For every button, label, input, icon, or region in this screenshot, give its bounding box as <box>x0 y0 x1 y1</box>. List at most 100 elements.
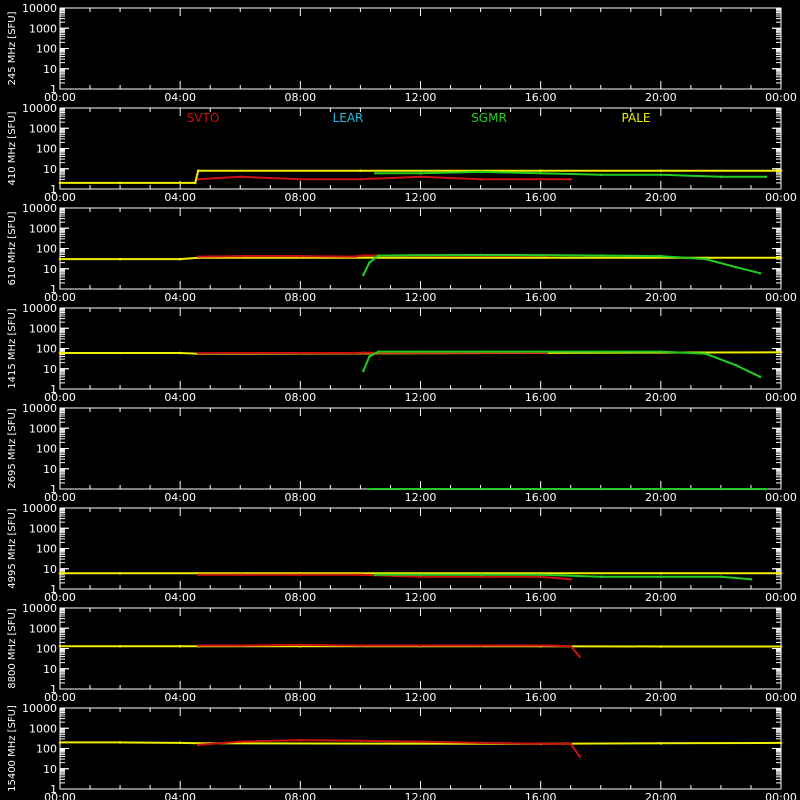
x-tick-label: 20:00 <box>645 391 677 404</box>
y-axis-label: 8800 MHz [SFU] <box>7 608 18 689</box>
data-point <box>368 487 371 491</box>
y-tick-label: 1000 <box>29 22 57 35</box>
y-tick-label: 10000 <box>22 502 57 515</box>
data-point <box>238 573 242 577</box>
data-point <box>362 369 365 373</box>
x-tick-label: 00:00 <box>44 691 76 704</box>
y-tick-label: 1 <box>50 783 57 796</box>
legend-svto: SVTO <box>187 111 220 125</box>
data-point <box>196 351 200 355</box>
data-point <box>353 255 356 258</box>
data-point <box>599 254 603 257</box>
data-point <box>238 254 242 258</box>
panel-frame <box>59 707 782 790</box>
y-tick-label: 1000 <box>29 322 57 335</box>
data-point <box>599 487 603 491</box>
data-point <box>58 257 62 261</box>
legend-lear: LEAR <box>333 111 364 125</box>
x-tick-label: 12:00 <box>405 391 437 404</box>
x-tick-label: 08:00 <box>284 591 316 604</box>
y-tick-label: 100 <box>36 543 57 556</box>
data-point <box>599 575 603 579</box>
data-point <box>539 253 542 257</box>
y-tick-label: 10000 <box>22 602 57 615</box>
x-tick-label: 08:00 <box>284 691 316 704</box>
y-tick-label: 1000 <box>29 222 57 235</box>
x-tick-label: 00:00 <box>765 791 797 800</box>
panel-frame <box>59 307 782 390</box>
y-tick-label: 100 <box>36 443 57 456</box>
y-axis-label: 245 MHz [SFU] <box>7 11 18 85</box>
data-point <box>374 171 377 175</box>
x-tick-label: 04:00 <box>164 691 196 704</box>
x-tick-label: 00:00 <box>765 91 797 104</box>
panel-7: 10000 1000 100 10 1 8800 MHz [SFU] 00:00 04:00 0… <box>7 602 797 704</box>
y-tick-label: 10 <box>43 463 57 476</box>
x-tick-label: 08:00 <box>284 91 316 104</box>
data-point <box>569 742 573 746</box>
x-tick-label: 00:00 <box>765 291 797 304</box>
y-tick-label: 10000 <box>22 2 57 15</box>
x-tick-label: 08:00 <box>284 391 316 404</box>
x-tick-label: 00:00 <box>44 791 76 800</box>
data-point <box>193 181 197 185</box>
data-point <box>419 350 422 353</box>
y-tick-label: 100 <box>36 143 57 156</box>
data-point <box>749 578 753 581</box>
data-point <box>569 578 573 581</box>
x-tick-label: 20:00 <box>645 791 677 800</box>
x-tick-label: 04:00 <box>164 791 196 800</box>
data-point <box>238 644 242 647</box>
data-point <box>419 740 422 743</box>
x-tick-label: 04:00 <box>164 291 196 304</box>
data-point <box>719 175 723 179</box>
x-tick-label: 16:00 <box>525 191 557 204</box>
x-tick-label: 16:00 <box>525 791 557 800</box>
data-point <box>359 573 362 577</box>
x-tick-label: 04:00 <box>164 491 196 504</box>
series-sgmr <box>362 350 761 378</box>
data-point <box>758 271 762 275</box>
data-point <box>178 741 182 745</box>
data-point <box>374 573 377 577</box>
data-point <box>659 645 663 648</box>
panel-4: 10000 1000 100 10 1 1415 MHz [SFU] 00:00 04:00 0… <box>7 302 797 404</box>
data-point <box>419 487 422 491</box>
x-tick-label: 16:00 <box>525 291 557 304</box>
data-point <box>299 178 302 181</box>
panel-2: 10000 1000 100 10 1 410 MHz [SFU] 00:00 04:00 08… <box>7 102 797 204</box>
data-point <box>419 171 422 175</box>
data-point <box>299 738 302 742</box>
data-point <box>419 575 422 579</box>
x-tick-label: 16:00 <box>525 691 557 704</box>
data-point <box>299 351 302 355</box>
panel-frame <box>59 407 782 490</box>
data-point <box>118 257 122 261</box>
data-point <box>196 169 200 173</box>
data-point <box>118 741 122 744</box>
data-point <box>569 644 573 648</box>
y-tick-label: 10 <box>43 363 57 376</box>
data-point <box>545 742 548 746</box>
y-axis-label: 1415 MHz [SFU] <box>7 308 18 389</box>
data-point <box>196 743 200 747</box>
x-tick-label: 16:00 <box>525 491 557 504</box>
y-tick-label: 1 <box>50 83 57 96</box>
x-tick-label: 00:00 <box>765 191 797 204</box>
x-tick-label: 00:00 <box>765 391 797 404</box>
data-point <box>299 643 302 647</box>
y-tick-label: 1 <box>50 483 57 496</box>
data-point <box>362 273 365 277</box>
data-point <box>659 742 663 745</box>
y-tick-label: 1 <box>50 583 57 596</box>
x-tick-label: 20:00 <box>645 691 677 704</box>
x-tick-label: 00:00 <box>44 491 76 504</box>
legend: SVTO LEAR SGMR PALE <box>187 111 651 125</box>
y-tick-label: 1000 <box>29 422 57 435</box>
data-point <box>58 351 62 355</box>
x-tick-label: 20:00 <box>645 191 677 204</box>
data-point <box>719 575 723 579</box>
data-point <box>659 571 663 575</box>
series-svto <box>198 351 547 355</box>
